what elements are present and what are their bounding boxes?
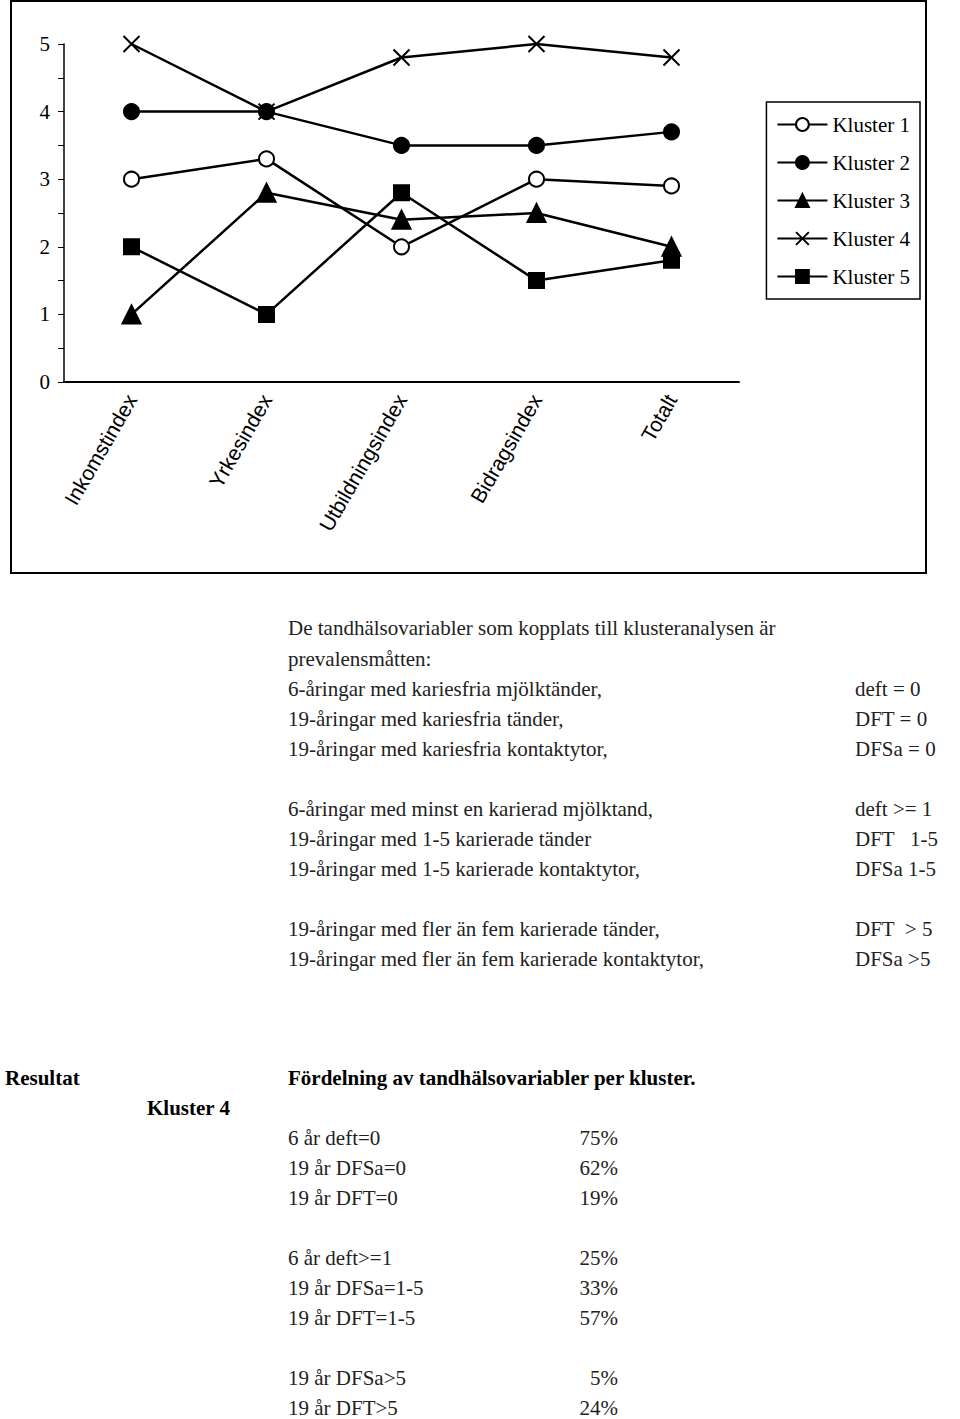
html-text:19 år DFT=1-5: 19 år DFT=1-5 [288,1306,416,1330]
html-text:19-åringar med kariesfria tänd: 19-åringar med kariesfria tänder, [288,707,564,731]
html-text:DFT = 0: DFT = 0 [855,707,928,731]
svg-text:2: 2 [40,235,51,259]
html-text:6-åringar med kariesfria mjölk: 6-åringar med kariesfria mjölktänder, [288,677,602,701]
html-text:19 år DFSa=0: 19 år DFSa=0 [288,1156,406,1180]
html-text:19%: 19% [579,1186,618,1210]
html-text:De tandhälsovariabler som kopp: De tandhälsovariabler som kopplats till … [288,616,776,640]
html-text:19 år DFSa>5: 19 år DFSa>5 [288,1366,406,1390]
html-text:62%: 62% [579,1156,618,1180]
html-text:6-åringar med minst en kariera: 6-åringar med minst en karierad mjölktan… [288,797,654,821]
html-text:5%: 5% [590,1366,618,1390]
html-text:6 år deft>=1: 6 år deft>=1 [288,1246,393,1270]
html-text:24%: 24% [579,1396,618,1419]
html-text:25%: 25% [579,1246,618,1270]
svg-text:Inkomstindex: Inkomstindex [60,390,142,509]
html-text:DFSa 1-5: DFSa 1-5 [855,857,937,881]
html-text:deft = 0: deft = 0 [855,677,921,701]
html-text:57%: 57% [579,1306,618,1330]
svg-text:4: 4 [40,100,51,124]
svg-text:Kluster 5: Kluster 5 [832,265,910,289]
svg-text:Yrkesindex: Yrkesindex [205,390,277,492]
html-text:19 år DFT>5: 19 år DFT>5 [288,1396,398,1419]
html-text:DFT > 5: DFT > 5 [855,917,933,941]
html-text:19-åringar med fler än fem kar: 19-åringar med fler än fem karierade tän… [288,917,660,941]
svg-text:Kluster 1: Kluster 1 [832,113,910,137]
svg-text:0: 0 [40,370,51,394]
html-text:75%: 75% [579,1126,618,1150]
svg-text:Kluster 3: Kluster 3 [832,189,910,213]
svg-text:Utbildningsindex: Utbildningsindex [315,390,412,535]
html-text:19 år DFSa=1-5: 19 år DFSa=1-5 [288,1276,424,1300]
html-text:Fördelning av tandhälsovariabl: Fördelning av tandhälsovariabler per klu… [288,1066,696,1090]
html-text:DFSa = 0: DFSa = 0 [855,737,936,761]
html-text:19-åringar med kariesfria kont: 19-åringar med kariesfria kontaktytor, [288,737,608,761]
svg-text:3: 3 [40,167,51,191]
html-text:Resultat: Resultat [5,1066,80,1090]
html-text:6 år deft=0: 6 år deft=0 [288,1126,381,1150]
html-text:prevalensmåtten:: prevalensmåtten: [288,647,432,671]
svg-text:5: 5 [40,32,51,56]
svg-text:Bidragsindex: Bidragsindex [466,390,547,507]
svg-text:Kluster 4: Kluster 4 [832,227,910,251]
html-text:19-åringar med fler än fem kar: 19-åringar med fler än fem karierade kon… [288,947,705,971]
html-text:Kluster 4: Kluster 4 [147,1096,230,1120]
svg-text:Totalt: Totalt [636,390,681,445]
html-text:DFT 1-5: DFT 1-5 [855,827,938,851]
html-text:deft >= 1: deft >= 1 [855,797,933,821]
html-text:33%: 33% [579,1276,618,1300]
html-text:19-åringar med 1-5 karierade k: 19-åringar med 1-5 karierade kontaktytor… [288,857,640,881]
svg-text:1: 1 [40,302,51,326]
html-text:DFSa >5: DFSa >5 [855,947,931,971]
html-text:19-åringar med 1-5 karierade t: 19-åringar med 1-5 karierade tänder [288,827,592,851]
html-text:19 år DFT=0: 19 år DFT=0 [288,1186,398,1210]
svg-text:Kluster 2: Kluster 2 [832,151,910,175]
